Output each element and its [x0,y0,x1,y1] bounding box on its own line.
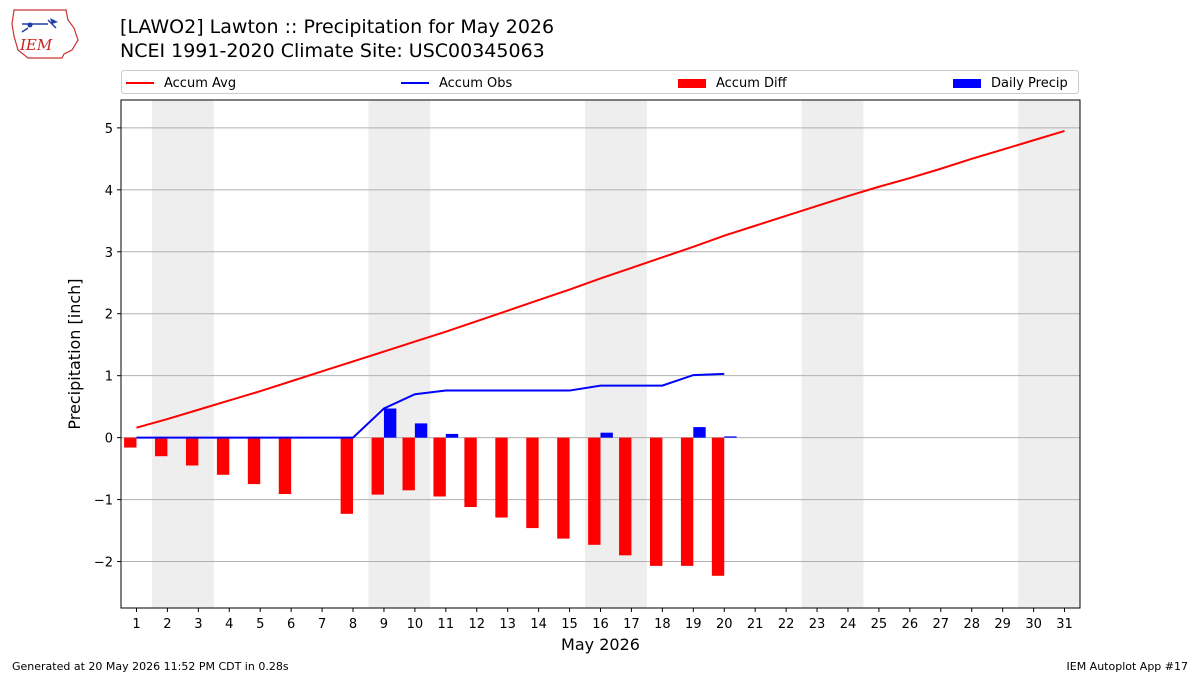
y-tick-label: 1 [105,370,113,385]
x-tick-label: 2 [163,617,171,632]
daily-precip-bar [724,436,737,438]
legend-item-accum-diff: Accum Diff [678,74,787,92]
legend-swatch [401,82,429,84]
x-tick-label: 15 [561,617,578,632]
footer-app: IEM Autoplot App #17 [1066,660,1189,673]
accum-diff-bar [526,437,539,529]
x-axis-label: May 2026 [561,635,640,654]
legend-swatch [126,82,154,84]
legend-label: Accum Avg [164,75,237,91]
x-tick-label: 19 [685,617,702,632]
accum-diff-bar [371,437,384,495]
legend-swatch [678,78,706,88]
x-tick-label: 31 [1056,617,1073,632]
accum-diff-bar [402,437,415,491]
x-tick-label: 13 [499,617,516,632]
legend-label: Daily Precip [991,75,1068,91]
accum-diff-bar [649,437,663,566]
legend-item-accum-avg: Accum Avg [126,74,236,92]
daily-precip-bar [693,427,706,438]
x-tick-label: 22 [778,617,795,632]
x-tick-label: 20 [716,617,733,632]
x-tick-label: 10 [407,617,424,632]
accum-diff-bar [433,437,446,497]
x-tick-label: 17 [623,617,640,632]
x-tick-label: 5 [256,617,264,632]
legend: Accum Avg Accum Obs Accum Diff Daily Pre… [121,70,1079,94]
legend-label: Accum Diff [716,75,787,91]
x-tick-label: 7 [318,617,326,632]
x-tick-label: 25 [871,617,888,632]
y-tick-label: −1 [94,494,113,509]
legend-swatch [953,78,981,88]
iem-logo: IEM [11,9,79,59]
daily-precip-bar [414,423,428,438]
x-tick-label: 3 [194,617,202,632]
x-tick-label: 11 [438,617,455,632]
accum-diff-bar [557,437,570,539]
x-tick-label: 28 [963,617,980,632]
x-tick-label: 27 [933,617,950,632]
accum-diff-bar [278,437,292,495]
x-tick-label: 29 [994,617,1011,632]
chart-subtitle: NCEI 1991-2020 Climate Site: USC00345063 [120,40,545,62]
daily-precip-bar [383,408,397,438]
x-tick-label: 6 [287,617,295,632]
y-tick-label: 4 [105,184,113,199]
x-tick-label: 24 [840,617,857,632]
accum-avg-line [136,130,1065,429]
legend-item-daily-precip: Daily Precip [953,74,1068,92]
x-tick-label: 16 [592,617,609,632]
accum-diff-bar [680,437,694,566]
accum-diff-bar [185,437,199,466]
legend-label: Accum Obs [439,75,513,91]
accum-diff-bar [588,437,601,545]
daily-precip-bar [600,432,613,438]
x-tick-label: 12 [468,617,485,632]
x-tick-label: 23 [809,617,826,632]
x-tick-label: 18 [654,617,671,632]
x-tick-label: 21 [747,617,764,632]
x-tick-label: 4 [225,617,233,632]
y-axis-label: Precipitation [inch] [65,278,84,429]
x-tick-label: 26 [902,617,919,632]
y-tick-label: 3 [105,246,113,261]
weekend-band [801,100,864,608]
accum-diff-bar [495,437,508,518]
daily-precip-bar [445,433,459,438]
accum-diff-bar [340,437,354,514]
chart-title: [LAWO2] Lawton :: Precipitation for May … [120,16,555,38]
accum-diff-bar [216,437,230,475]
legend-item-accum-obs: Accum Obs [401,74,512,92]
accum-diff-bar [464,437,477,508]
accum-diff-bar [155,437,168,457]
accum-diff-bar [247,437,261,485]
weekend-band [151,100,214,608]
weekend-band [1018,100,1080,608]
logo-text: IEM [19,36,53,54]
x-tick-label: 9 [380,617,388,632]
y-tick-label: 2 [105,308,113,323]
accum-diff-bar [124,437,137,448]
footer-generated: Generated at 20 May 2026 11:52 PM CDT in… [12,660,289,673]
accum-obs-line [136,372,725,439]
accum-diff-bar [711,437,725,576]
x-tick-label: 8 [349,617,357,632]
x-tick-label: 14 [530,617,547,632]
y-tick-label: 5 [105,122,113,137]
x-tick-label: 30 [1025,617,1042,632]
y-tick-label: −2 [94,556,113,571]
accum-diff-bar [619,437,632,556]
x-tick-label: 1 [132,617,140,632]
y-tick-label: 0 [105,432,113,447]
